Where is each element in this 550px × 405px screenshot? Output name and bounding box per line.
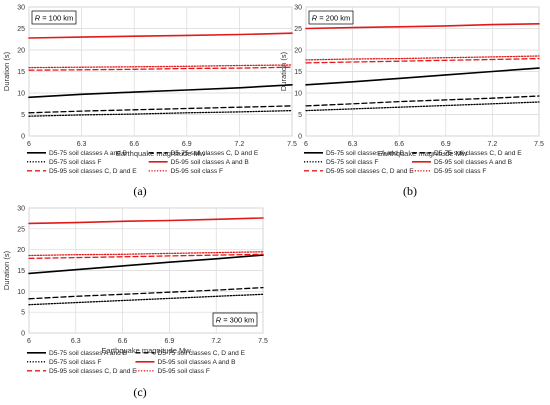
legend-entry: D5-95 soil class F <box>434 168 486 175</box>
x-tick-label: 6.3 <box>77 141 87 148</box>
x-tick-label: 6 <box>27 141 31 148</box>
x-tick-label: 7.2 <box>211 338 221 345</box>
legend-entry: D5-75 soil classes A and B <box>49 150 128 157</box>
y-tick-label: 0 <box>21 331 25 338</box>
series-line-4 <box>305 22 540 30</box>
distance-annotation-box <box>308 10 354 25</box>
chart-panel-1: 0 5 10 15 20 25 30 6 6.3 6.6 6.9 7.2 7.5 Earthquake m… <box>2 5 297 199</box>
x-tick-label: 6 <box>27 338 31 345</box>
series-line-5 <box>305 57 540 64</box>
x-tick-label: 7.5 <box>258 338 268 345</box>
legend-entry: D5-95 soil classes A and B <box>157 359 236 366</box>
legend-entry: D5-75 soil classes A and B <box>326 150 405 157</box>
y-tick-label: 20 <box>17 48 25 55</box>
series-line-2 <box>305 95 540 107</box>
legend-entry: D5-75 soil class F <box>49 159 101 166</box>
y-tick-label: 25 <box>17 226 25 233</box>
series-line-1 <box>28 84 293 99</box>
y-tick-label: 5 <box>21 112 25 119</box>
legend-entry: D5-95 soil class F <box>171 168 223 175</box>
x-tick-label: 6.6 <box>118 338 128 345</box>
y-tick-label: 25 <box>294 26 302 33</box>
y-axis-label: Duration (s) <box>2 250 11 290</box>
y-tick-label: 10 <box>17 289 25 296</box>
chart-panel-2: 0 5 10 15 20 25 30 6 6.3 6.6 6.9 7.2 7.5 Earthquake m… <box>279 5 544 199</box>
distance-annotation-box <box>31 10 77 25</box>
legend-entry: D5-75 soil classes A and B <box>49 350 128 357</box>
y-tick-label: 30 <box>17 206 25 213</box>
legend-entry: D5-95 soil classes A and B <box>434 159 513 166</box>
x-tick-label: 7.2 <box>488 141 498 148</box>
y-tick-label: 20 <box>17 247 25 254</box>
x-tick-label: 6.3 <box>71 338 81 345</box>
x-axis-label: Earthquake magnitude Mw <box>116 149 206 158</box>
y-axis-label: Duration (s) <box>2 51 11 91</box>
series-line-6 <box>28 251 264 257</box>
y-tick-label: 0 <box>21 134 25 141</box>
series-line-1 <box>305 67 540 86</box>
legend-entry: D5-95 soil classes C, D and E <box>49 168 137 175</box>
x-tick-label: 7.5 <box>287 141 297 148</box>
x-tick-label: 7.2 <box>235 141 245 148</box>
y-tick-label: 15 <box>17 268 25 275</box>
x-tick-label: 6.6 <box>129 141 139 148</box>
y-tick-label: 20 <box>294 48 302 55</box>
x-axis-label: Earthquake magnitude Mw <box>378 149 468 158</box>
panel-label: (b) <box>403 184 417 198</box>
x-tick-label: 6.9 <box>182 141 192 148</box>
x-tick-label: 6.6 <box>394 141 404 148</box>
legend-entry: D5-75 soil classes C, D and E <box>157 350 245 357</box>
series-line-2 <box>28 286 264 300</box>
y-tick-label: 25 <box>17 26 25 33</box>
distance-annotation: R = 200 km <box>312 14 351 23</box>
y-axis-label: Duration (s) <box>279 51 288 91</box>
legend-entry: D5-95 soil classes C, D and E <box>49 368 137 375</box>
series-line-6 <box>28 64 293 69</box>
x-tick-label: 6.9 <box>441 141 451 148</box>
legend-entry: D5-75 soil class F <box>326 159 378 166</box>
legend-entry: D5-75 soil classes C, D and E <box>171 150 259 157</box>
legend-entry: D5-75 soil classes C, D and E <box>434 150 522 157</box>
y-tick-label: 10 <box>294 91 302 98</box>
legend-entry: D5-95 soil classes C, D and E <box>326 168 414 175</box>
series-line-5 <box>28 66 293 71</box>
panel-label: (a) <box>133 184 146 198</box>
panel-label: (c) <box>133 385 146 399</box>
y-tick-label: 5 <box>21 310 25 317</box>
y-tick-label: 10 <box>17 91 25 98</box>
series-line-3 <box>28 293 264 306</box>
y-tick-label: 30 <box>294 5 302 12</box>
x-tick-label: 7.5 <box>534 141 544 148</box>
series-line-1 <box>28 254 264 275</box>
legend-entry: D5-75 soil class F <box>49 359 101 366</box>
y-tick-label: 15 <box>294 69 302 76</box>
x-tick-label: 6.9 <box>165 338 175 345</box>
series-line-5 <box>28 253 264 260</box>
y-tick-label: 0 <box>298 134 302 141</box>
x-axis-label: Earthquake magnitude Mw <box>101 346 191 355</box>
distance-annotation-box <box>212 312 258 327</box>
distance-annotation: R = 300 km <box>216 316 255 325</box>
series-line-6 <box>305 55 540 61</box>
legend-entry: D5-95 soil class F <box>157 368 209 375</box>
y-tick-label: 30 <box>17 5 25 12</box>
chart-panel-3: 0 5 10 15 20 25 30 6 6.3 6.6 6.9 7.2 7.5 Earthquake m… <box>2 206 268 400</box>
x-tick-label: 6 <box>304 141 308 148</box>
series-line-3 <box>305 101 540 112</box>
x-tick-label: 6.3 <box>348 141 358 148</box>
y-tick-label: 5 <box>298 112 302 119</box>
series-line-3 <box>28 109 293 117</box>
series-line-4 <box>28 32 293 39</box>
legend-entry: D5-95 soil classes A and B <box>171 159 250 166</box>
series-line-2 <box>28 105 293 114</box>
distance-annotation: R = 100 km <box>35 14 74 23</box>
series-line-4 <box>28 217 264 225</box>
y-tick-label: 15 <box>17 69 25 76</box>
